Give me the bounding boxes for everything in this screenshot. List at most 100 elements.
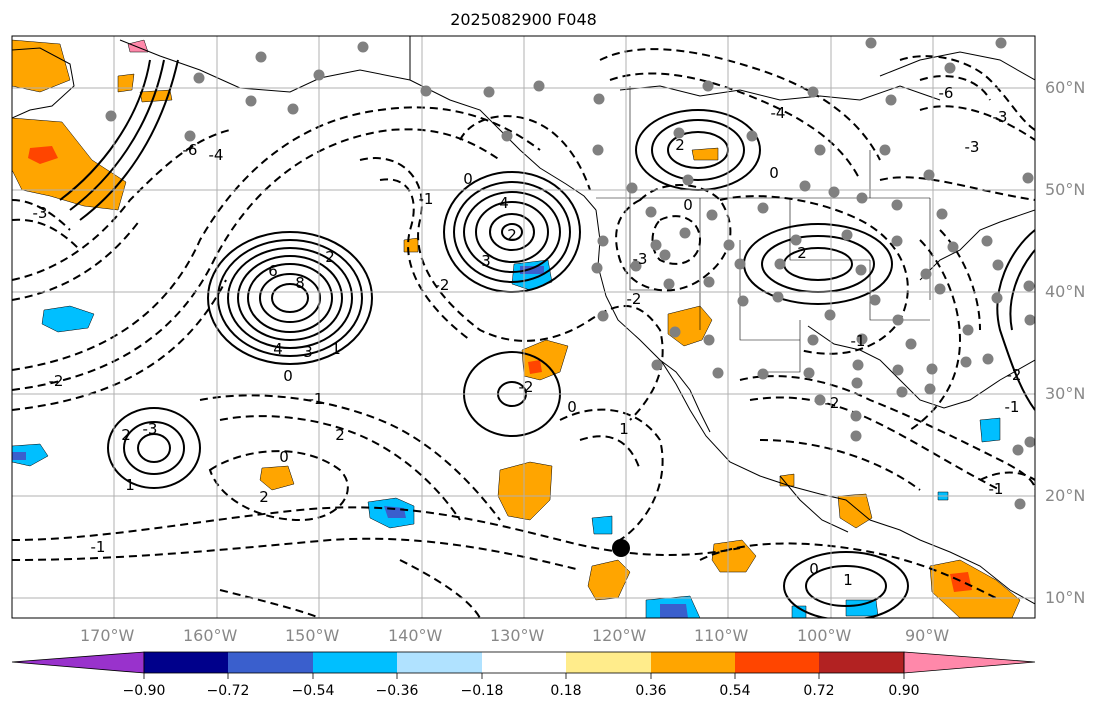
contour-label: -2 — [627, 290, 642, 308]
orange-patch — [497, 461, 553, 521]
contour-label: -6 — [183, 141, 198, 159]
colorbar-frame — [143, 651, 905, 674]
longitude-label: 90°W — [905, 626, 950, 645]
contour-label: -1 — [91, 538, 106, 556]
blue-patch — [791, 605, 807, 618]
orange-patch — [12, 39, 71, 93]
map-title: 2025082900 F048 — [450, 10, 597, 29]
colorbar-segment — [651, 652, 735, 673]
contour-label: 0 — [809, 560, 819, 578]
dashed-contours — [12, 48, 1035, 618]
colorbar-tick-label: −0.72 — [206, 683, 250, 699]
longitude-label: 130°W — [490, 626, 545, 645]
colorbar-segment — [566, 652, 651, 673]
contour-label: 8 — [295, 274, 305, 292]
blue-patch — [979, 417, 1001, 443]
colorbar-tick-label: 0.90 — [888, 683, 920, 699]
contour-label: 4 — [273, 340, 283, 358]
contour-label: -2 — [1007, 366, 1022, 384]
colorbar-tick-label: 0.72 — [803, 683, 835, 699]
contour-label: 0 — [283, 367, 293, 385]
red-patch — [950, 572, 972, 592]
longitude-label: 120°W — [592, 626, 647, 645]
colorbar-segment — [397, 652, 482, 673]
blue-patch — [12, 452, 26, 460]
contour-label: -4 — [209, 146, 224, 164]
colorbar-tick-label: 0.54 — [719, 683, 751, 699]
contour-label: -3 — [143, 420, 158, 438]
location-marker — [612, 539, 630, 557]
blue-patch — [591, 515, 613, 535]
contour-label: -3 — [993, 108, 1008, 126]
map-frame — [11, 35, 1036, 619]
contour-label: -1 — [1005, 398, 1020, 416]
colorbar-segment — [482, 652, 566, 673]
contour-label: 2 — [675, 136, 685, 154]
red-patch — [528, 360, 542, 374]
latitude-label: 10°N — [1045, 588, 1086, 607]
colorbar-tick-label: −0.54 — [291, 683, 335, 699]
orange-patch — [587, 559, 631, 601]
orange-patch — [139, 89, 173, 103]
contour-label: -4 — [771, 104, 786, 122]
colorbar-extend-high — [903, 651, 1036, 674]
graticule — [12, 36, 1035, 618]
contour-label: 1 — [843, 571, 853, 589]
contour-label: -3 — [965, 138, 980, 156]
longitude-label: 150°W — [285, 626, 340, 645]
contour-label: 3 — [303, 343, 313, 361]
colorbar-segment — [313, 652, 397, 673]
contour-label: -2 — [825, 394, 840, 412]
contour-label: 0 — [463, 170, 473, 188]
contour-label: -2 — [49, 372, 64, 390]
contour-label: 1 — [125, 476, 135, 494]
latitude-label: 50°N — [1045, 180, 1086, 199]
longitude-label: 170°W — [80, 626, 135, 645]
contour-label: -1 — [309, 390, 324, 408]
contour-label: 2 — [797, 244, 807, 262]
contour-label: 1 — [331, 340, 341, 358]
longitude-label: 140°W — [388, 626, 443, 645]
contour-label: 0 — [279, 448, 289, 466]
colorbar — [11, 651, 1036, 679]
station-markers — [105, 37, 1035, 510]
longitude-label: 160°W — [183, 626, 238, 645]
colorbar-extend-low — [11, 651, 145, 674]
orange-patch — [117, 73, 135, 93]
colorbar-tick-label: −0.90 — [122, 683, 166, 699]
latitude-label: 20°N — [1045, 486, 1086, 505]
orange-patch — [12, 117, 127, 211]
blue-patch — [511, 259, 553, 291]
contour-label: -1 — [419, 190, 434, 208]
colorbar-tick-label: 0.36 — [635, 683, 667, 699]
contour-label: -3 — [33, 204, 48, 222]
orange-patch — [259, 465, 295, 491]
contour-label: 0 — [769, 164, 779, 182]
solid-contours — [59, 59, 1035, 618]
contour-label: 0 — [567, 398, 577, 416]
longitude-label: 110°W — [694, 626, 749, 645]
orange-patch — [691, 147, 719, 161]
colorbar-segment — [735, 652, 819, 673]
blue-patch — [520, 266, 544, 274]
latitude-label: 40°N — [1045, 282, 1086, 301]
contour-label: -6 — [939, 84, 954, 102]
contour-label: 0 — [683, 196, 693, 214]
contour-label: -2 — [435, 276, 450, 294]
blue-patch — [845, 599, 879, 617]
blue-patch — [41, 305, 95, 333]
contour-label: 2 — [259, 488, 269, 506]
contour-label: -1 — [851, 332, 866, 350]
contour-label: 1 — [619, 420, 629, 438]
red-patch — [28, 146, 58, 164]
blue-patch — [660, 604, 688, 618]
contour-label: 2 — [121, 426, 131, 444]
orange-patch — [403, 237, 419, 253]
colorbar-segment — [144, 652, 228, 673]
blue-patch — [12, 443, 49, 467]
contour-label: 2 — [325, 248, 335, 266]
orange-patch — [521, 339, 569, 381]
colorbar-segment — [819, 652, 904, 673]
orange-patch — [837, 493, 873, 529]
